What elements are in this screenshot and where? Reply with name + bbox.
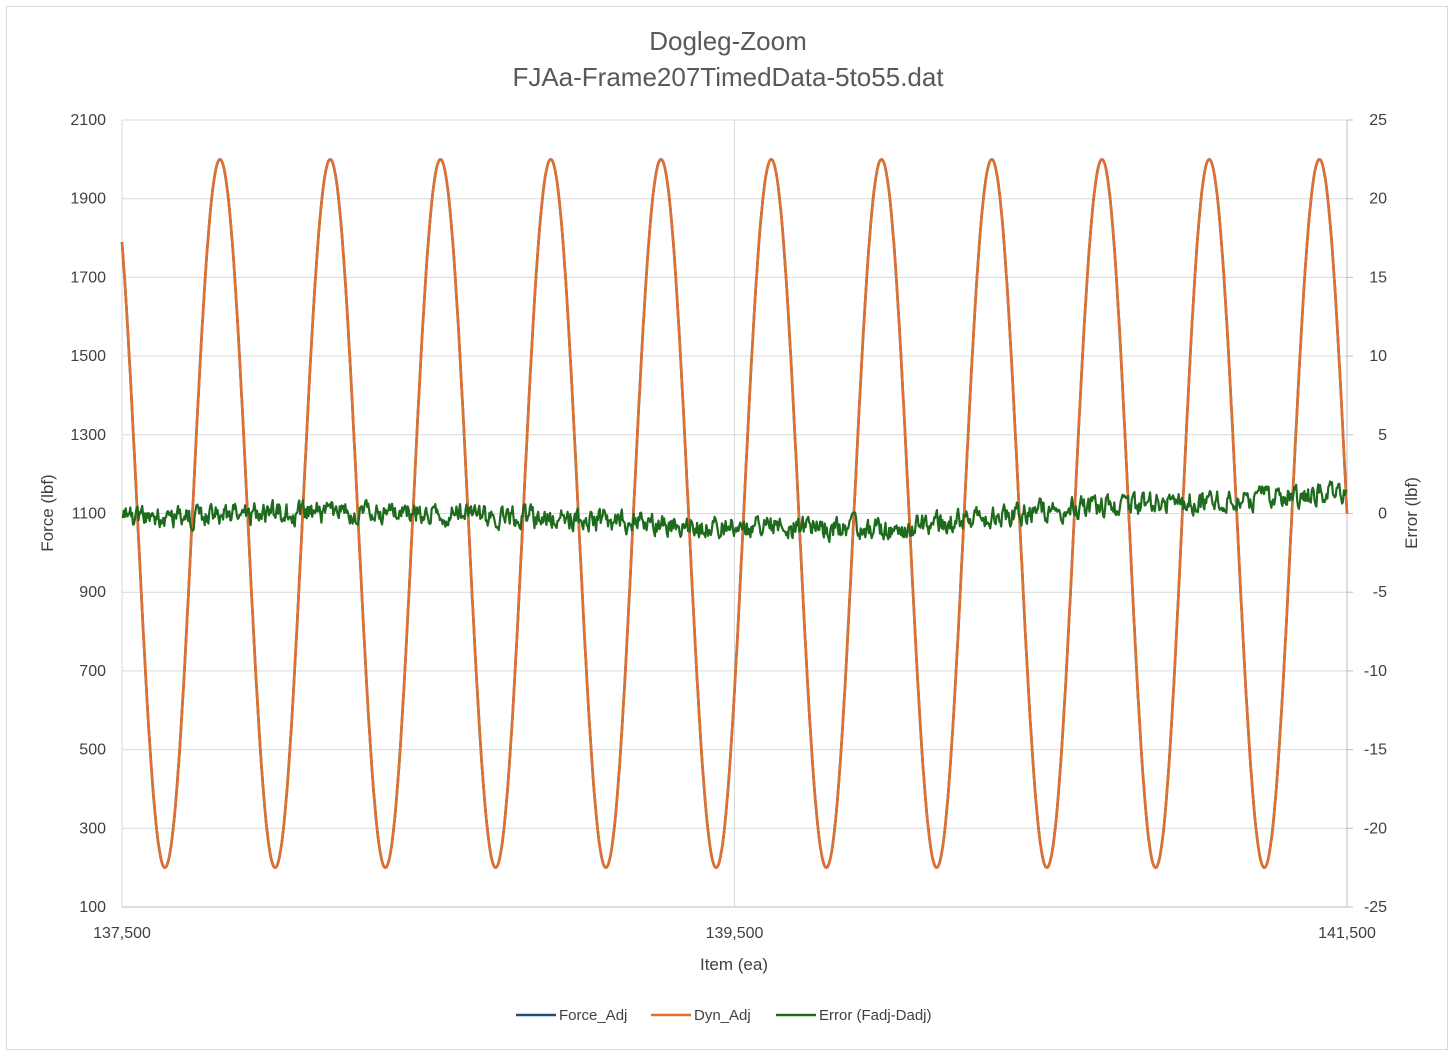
y-tick-label: 1700 <box>70 269 106 286</box>
y2-tick-label: 10 <box>1369 348 1387 365</box>
legend: Force_Adj Dyn_Adj Error (Fadj-Dadj) <box>516 1007 932 1024</box>
y-tick-label: 1300 <box>70 427 106 444</box>
legend-label: Dyn_Adj <box>694 1007 751 1024</box>
y-tick-label: 1100 <box>72 506 107 523</box>
y2-tick-label: 25 <box>1369 112 1387 129</box>
x-axis-title: Item (ea) <box>700 955 768 974</box>
y-tick-label: 100 <box>79 899 106 916</box>
y2-axis-title: Error (lbf) <box>1402 477 1421 549</box>
y2-tick-label: -20 <box>1364 820 1387 837</box>
y2-tick-label: -25 <box>1364 899 1387 916</box>
x-tick-label: 141,500 <box>1318 925 1376 942</box>
series <box>120 158 1349 869</box>
y-axis-title: Force (lbf) <box>38 474 57 551</box>
y2-tick-label: 5 <box>1378 427 1387 444</box>
y-tick-label: 500 <box>79 742 106 759</box>
y2-tick-label: -5 <box>1373 584 1387 601</box>
y2-tick-label: -10 <box>1364 663 1387 680</box>
y-tick-label: 700 <box>79 663 106 680</box>
y-tick-label: 900 <box>79 584 106 601</box>
series-line-2 <box>121 480 1348 543</box>
y-tick-label: 1900 <box>70 191 106 208</box>
chart-subtitle: FJAa-Frame207TimedData-5to55.dat <box>512 62 944 92</box>
tick-labels: 100300500700900110013001500170019002100-… <box>70 112 1387 942</box>
y-tick-label: 2100 <box>70 112 106 129</box>
chart-title: Dogleg-Zoom <box>649 26 807 56</box>
x-tick-label: 139,500 <box>706 925 764 942</box>
y2-tick-label: -15 <box>1364 742 1387 759</box>
series-line-1 <box>120 158 1349 869</box>
legend-label: Error (Fadj-Dadj) <box>819 1007 932 1024</box>
y2-tick-label: 15 <box>1369 269 1387 286</box>
y-tick-label: 1500 <box>70 348 106 365</box>
y2-tick-label: 0 <box>1378 506 1387 523</box>
y2-tick-label: 20 <box>1369 191 1387 208</box>
y-tick-label: 300 <box>79 820 106 837</box>
legend-label: Force_Adj <box>559 1007 627 1024</box>
x-tick-label: 137,500 <box>93 925 151 942</box>
